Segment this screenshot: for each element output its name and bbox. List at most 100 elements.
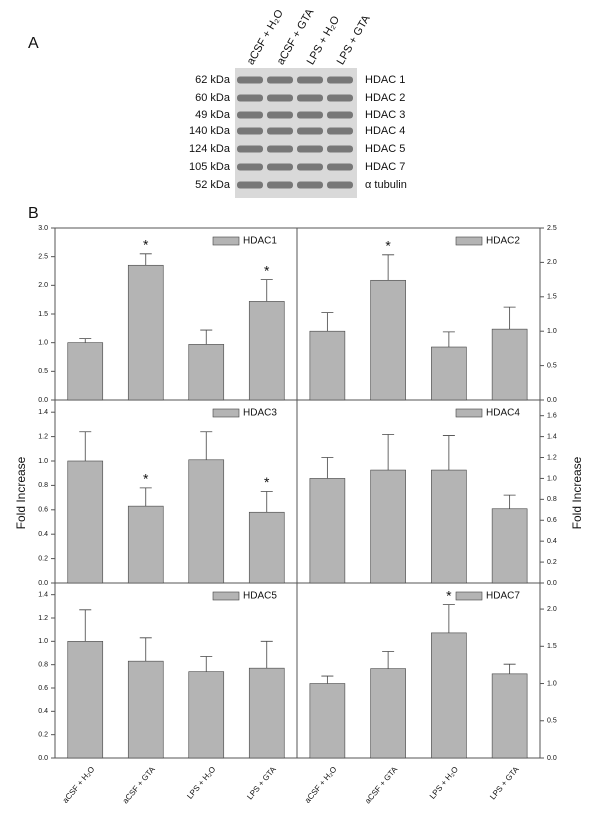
y-tick-label: 1.6 — [547, 413, 557, 420]
protein-label: HDAC 4 — [365, 125, 405, 137]
y-tick-label: 1.0 — [38, 458, 48, 465]
bar — [309, 330, 346, 401]
error-bar — [260, 279, 273, 302]
x-tick-label: aCSF + H₂O — [303, 765, 339, 805]
x-tick-label: LPS + GTA — [245, 764, 278, 801]
bar — [67, 641, 104, 759]
blot-band — [327, 76, 353, 84]
y-tick-label: 0.4 — [547, 538, 557, 545]
y-tick-label: 0.4 — [38, 708, 48, 715]
bar — [248, 667, 285, 759]
legend-label: HDAC7 — [486, 591, 520, 602]
protein-label: HDAC 3 — [365, 109, 405, 121]
error-bar — [79, 338, 92, 343]
bar — [67, 342, 104, 401]
blot-band — [327, 94, 353, 102]
y-tick-label: 1.4 — [38, 592, 48, 599]
x-tick-label: LPS + GTA — [488, 764, 521, 801]
blot-band — [267, 111, 293, 119]
y-tick-label: 0.0 — [38, 397, 48, 404]
bar — [431, 346, 467, 401]
error-bar — [382, 651, 395, 669]
y-tick-label: 2.5 — [547, 225, 557, 232]
panel-label: B — [28, 205, 39, 222]
y-tick-label: 2.0 — [38, 282, 48, 289]
error-bar — [442, 435, 455, 471]
bar — [248, 511, 285, 584]
blot-band — [267, 76, 293, 84]
blot-band — [297, 145, 323, 153]
y-tick-label: 0.8 — [38, 482, 48, 489]
y-tick-label: 0.0 — [38, 755, 48, 762]
error-bar — [200, 656, 213, 672]
x-tick-label: aCSF + GTA — [363, 764, 400, 805]
protein-label: HDAC 2 — [365, 92, 405, 104]
error-bar — [321, 312, 334, 332]
y-axis-title: Fold Increase — [14, 456, 28, 529]
error-bar — [321, 457, 334, 479]
error-bar — [382, 434, 395, 471]
kda-label: 49 kDa — [195, 109, 231, 121]
kda-label: 60 kDa — [195, 92, 231, 104]
kda-label: 52 kDa — [195, 179, 231, 191]
y-tick-label: 0.2 — [38, 555, 48, 562]
x-tick-label: LPS + H₂O — [185, 765, 217, 801]
y-tick-label: 1.0 — [547, 328, 557, 335]
significance-star: * — [264, 262, 270, 278]
y-tick-label: 1.5 — [547, 294, 557, 301]
blot-band — [327, 163, 353, 171]
kda-label: 124 kDa — [189, 143, 231, 155]
legend-swatch — [212, 408, 240, 418]
x-tick-label: aCSF + GTA — [121, 764, 158, 805]
y-tick-label: 1.0 — [547, 475, 557, 482]
bar — [431, 632, 467, 759]
significance-star: * — [264, 474, 270, 490]
y-tick-label: 0.2 — [38, 732, 48, 739]
error-bar — [139, 253, 152, 266]
bar — [491, 673, 528, 759]
y-tick-label: 0.8 — [547, 496, 557, 503]
bar — [188, 459, 225, 584]
blot-band — [237, 163, 263, 171]
y-tick-label: 0.5 — [547, 362, 557, 369]
legend-swatch — [212, 591, 240, 601]
blot-band — [267, 181, 293, 189]
panel-label: A — [28, 35, 39, 52]
bar — [370, 668, 406, 759]
y-tick-label: 1.2 — [38, 615, 48, 622]
blot-band — [327, 181, 353, 189]
legend-label: HDAC5 — [243, 591, 277, 602]
protein-label: HDAC 1 — [365, 74, 405, 86]
error-bar — [382, 254, 395, 281]
y-tick-label: 2.0 — [547, 606, 557, 613]
bar — [491, 508, 528, 584]
y-tick-label: 2.0 — [547, 259, 557, 266]
y-axis-title: Fold Increase — [570, 456, 584, 529]
significance-star: * — [143, 237, 149, 253]
blot-band — [267, 127, 293, 135]
blot-band — [237, 127, 263, 135]
kda-label: 105 kDa — [189, 161, 231, 173]
y-tick-label: 0.0 — [38, 580, 48, 587]
y-tick-label: 0.5 — [547, 718, 557, 725]
y-tick-label: 0.2 — [547, 559, 557, 566]
error-bar — [503, 494, 516, 509]
y-tick-label: 1.4 — [38, 409, 48, 416]
significance-star: * — [446, 587, 452, 603]
blot-band — [297, 127, 323, 135]
bar — [127, 660, 164, 759]
error-bar — [139, 487, 152, 507]
y-tick-label: 1.4 — [547, 433, 557, 440]
blot-band — [237, 76, 263, 84]
blot-band — [327, 145, 353, 153]
bar — [127, 505, 164, 584]
y-tick-label: 3.0 — [38, 225, 48, 232]
y-tick-label: 1.5 — [38, 311, 48, 318]
error-bar — [200, 431, 213, 460]
y-tick-label: 0.4 — [38, 531, 48, 538]
error-bar — [321, 675, 334, 684]
blot-band — [267, 145, 293, 153]
y-tick-label: 0.6 — [38, 507, 48, 514]
legend-label: HDAC2 — [486, 236, 520, 247]
